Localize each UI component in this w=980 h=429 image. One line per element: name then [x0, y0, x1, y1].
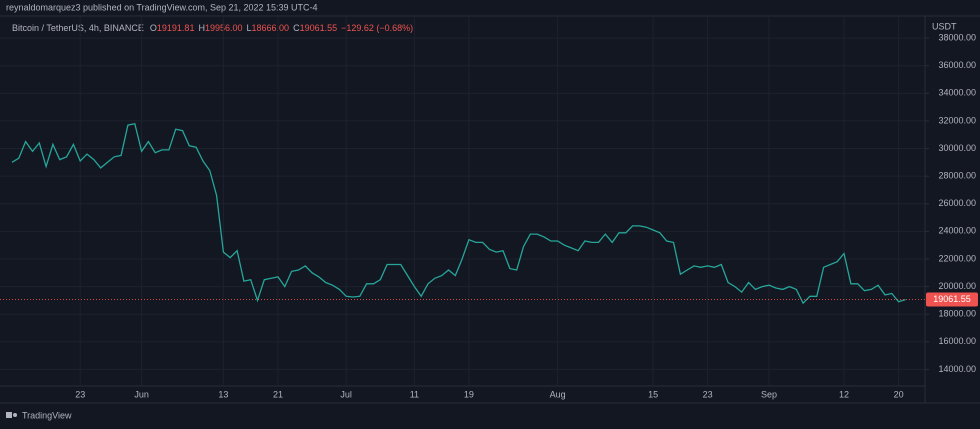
x-tick-label: 19 [464, 389, 474, 399]
ohlc-value: 18666.00 [252, 23, 290, 33]
x-tick-label: 20 [894, 389, 904, 399]
ohlc-key: O [150, 23, 157, 33]
x-tick-label: Jul [340, 389, 352, 399]
y-tick-label: 18000.00 [938, 309, 976, 319]
published-note: reynaldomarquez3 published on TradingVie… [6, 2, 318, 12]
y-tick-label: 22000.00 [938, 253, 976, 263]
y-tick-label: 32000.00 [938, 115, 976, 125]
x-tick-label: 23 [703, 389, 713, 399]
ohlc-value: 19061.55 [300, 23, 338, 33]
y-tick-label: 26000.00 [938, 198, 976, 208]
x-tick-label: 12 [839, 389, 849, 399]
ohlc-key: L [247, 23, 252, 33]
y-tick-label: 16000.00 [938, 336, 976, 346]
y-tick-label: 30000.00 [938, 143, 976, 153]
x-tick-label: 15 [648, 389, 658, 399]
x-tick-label: 13 [218, 389, 228, 399]
brand: TradingView [22, 410, 72, 420]
y-tick-label: 28000.00 [938, 171, 976, 181]
y-tick-label: 24000.00 [938, 226, 976, 236]
symbol-info: Bitcoin / TetherUS, 4h, BINANCE O19191.81… [12, 23, 413, 33]
x-tick-label: 11 [410, 389, 419, 399]
x-tick-label: 23 [75, 389, 85, 399]
price-line [11, 122, 906, 305]
x-tick-label: Aug [550, 389, 566, 399]
x-tick-label: 21 [273, 389, 283, 399]
brand-logo [6, 412, 17, 418]
y-axis-label: USDT [932, 21, 957, 31]
x-tick-label: Jun [134, 389, 149, 399]
ohlc-key: C [293, 23, 300, 33]
last-price-label: 19061.55 [933, 294, 971, 304]
y-tick-label: 34000.00 [938, 88, 976, 98]
ohlc-key: H [198, 23, 205, 33]
change: −129.62 (−0.68%) [341, 23, 413, 33]
symbol: Bitcoin / TetherUS, 4h, BINANCE [12, 23, 144, 33]
x-tick-label: Sep [761, 389, 777, 399]
y-tick-label: 36000.00 [938, 60, 976, 70]
last-price-badge [926, 292, 978, 307]
y-tick-label: 14000.00 [938, 364, 976, 374]
y-tick-label: 38000.00 [938, 32, 976, 42]
y-tick-label: 20000.00 [938, 281, 976, 291]
ohlc-value: 19191.81 [157, 23, 195, 33]
